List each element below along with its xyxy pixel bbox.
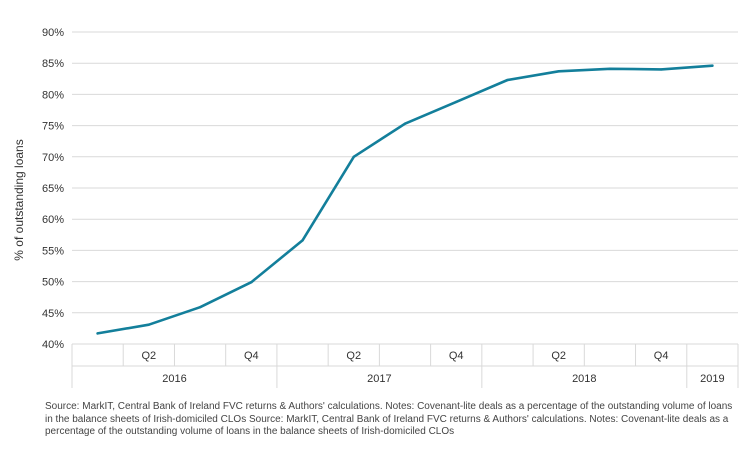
data-point <box>711 64 714 67</box>
year-label: 2019 <box>700 373 724 385</box>
y-tick-label: 75% <box>42 121 64 133</box>
x-axis: Q2 Q4 Q2 Q4 Q2 Q4 2016 2017 2018 2019 <box>71 344 739 388</box>
year-label: 2018 <box>572 373 596 385</box>
y-tick-label: 60% <box>42 214 64 226</box>
y-tick-label: 70% <box>42 152 64 164</box>
y-tick-label: 40% <box>42 339 64 351</box>
series-layer <box>96 64 714 335</box>
y-tick-label: 55% <box>42 245 64 257</box>
data-point <box>455 100 458 104</box>
x-tick-label: Q4 <box>449 350 464 362</box>
data-point <box>608 67 612 71</box>
line-chart: 40%45%50%55%60%65%70%75%80%85%90% Q2 Q4 Q2… <box>12 27 739 388</box>
y-tick-label: 45% <box>42 308 64 320</box>
data-point <box>250 281 253 284</box>
x-tick-label: Q2 <box>346 350 361 362</box>
data-point <box>96 332 99 335</box>
y-axis-label: % of outstanding loans <box>12 139 26 260</box>
x-tick-label: Q4 <box>654 350 669 362</box>
data-point <box>198 305 202 309</box>
y-tick-label: 90% <box>42 27 64 39</box>
data-point <box>147 323 151 326</box>
series-line <box>96 64 714 335</box>
data-point <box>506 78 509 82</box>
y-tick-label: 65% <box>42 183 64 195</box>
x-tick-label: Q2 <box>551 350 566 362</box>
x-tick-label: Q2 <box>142 350 157 362</box>
data-point <box>403 122 407 125</box>
data-point <box>659 68 663 71</box>
y-axis-ticks: 40% 45% 50% 55% 60% 65% 70% 75% 80% 85% 90% <box>42 27 64 351</box>
data-point <box>557 70 560 73</box>
source-note: Source: MarkIT, Central Bank of Ireland … <box>45 401 733 437</box>
y-tick-label: 85% <box>42 58 64 70</box>
year-label: 2016 <box>162 373 186 385</box>
gridlines <box>72 31 738 345</box>
data-point <box>301 239 304 242</box>
y-tick-label: 80% <box>42 89 64 101</box>
data-point <box>352 155 355 158</box>
x-tick-label: Q4 <box>244 350 259 362</box>
year-label: 2017 <box>367 373 391 385</box>
y-tick-label: 50% <box>42 277 64 289</box>
